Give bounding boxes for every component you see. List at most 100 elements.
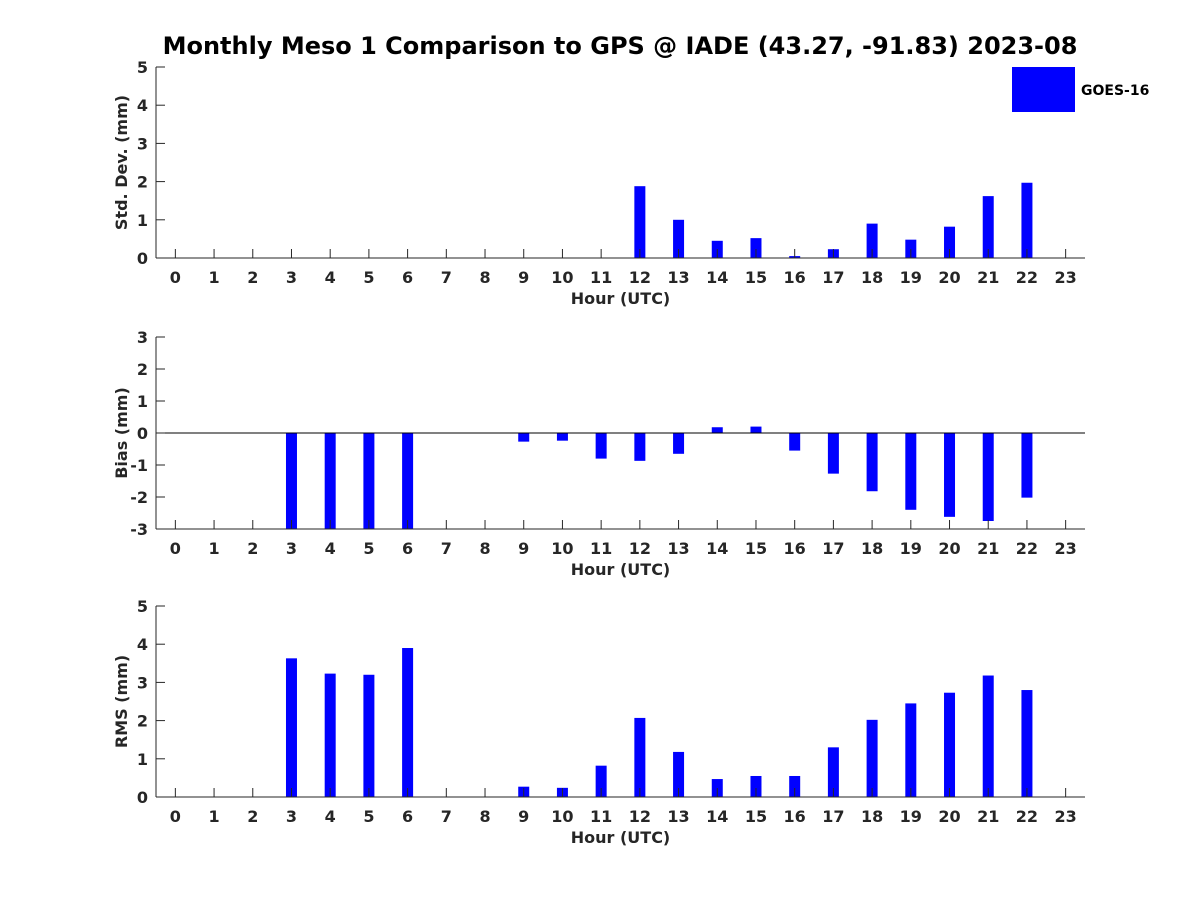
y-tick-label: 0 [137,788,148,807]
x-tick-label: 0 [170,268,181,287]
bar-16 [789,775,801,797]
bar-19 [905,433,917,510]
x-tick-label: 0 [170,807,181,826]
x-tick-label: 12 [629,268,651,287]
x-tick-label: 12 [629,539,651,558]
x-tick-label: 23 [1055,807,1077,826]
bar-13 [673,219,685,258]
bar-21 [982,675,994,797]
x-tick-label: 7 [441,268,452,287]
y-axis-label: Std. Dev. (mm) [112,95,131,230]
x-tick-label: 20 [938,539,960,558]
bar-9 [518,433,530,442]
bar-14 [711,427,723,433]
bar-22 [1021,433,1033,498]
x-tick-label: 9 [518,268,529,287]
x-tick-label: 0 [170,539,181,558]
x-tick-label: 22 [1016,268,1038,287]
x-tick-label: 14 [706,807,728,826]
y-tick-label: 1 [137,392,148,411]
x-tick-label: 4 [325,268,336,287]
x-tick-label: 16 [784,539,806,558]
x-tick-label: 6 [402,539,413,558]
y-tick-label: 0 [137,249,148,268]
bar-15 [750,426,762,433]
bar-12 [634,433,646,461]
x-tick-label: 9 [518,807,529,826]
bar-17 [827,747,839,797]
bar-3 [285,658,297,797]
y-tick-label: 3 [137,328,148,347]
y-tick-label: 1 [137,750,148,769]
y-tick-label: 0 [137,424,148,443]
x-tick-label: 5 [363,539,374,558]
bar-13 [673,433,685,454]
bar-21 [982,433,994,521]
bar-4 [324,433,336,529]
bar-18 [866,223,878,258]
x-tick-label: 8 [479,539,490,558]
bar-21 [982,196,994,258]
x-tick-label: 3 [286,807,297,826]
x-tick-label: 2 [247,539,258,558]
x-tick-label: 13 [667,807,689,826]
y-tick-label: -3 [130,520,148,539]
bar-13 [673,751,685,797]
bar-22 [1021,690,1033,797]
x-tick-label: 17 [822,539,844,558]
x-tick-label: 1 [208,539,219,558]
x-tick-label: 11 [590,807,612,826]
y-tick-label: 5 [137,58,148,77]
x-tick-label: 14 [706,539,728,558]
bar-22 [1021,182,1033,258]
x-tick-label: 10 [551,539,573,558]
bar-18 [866,433,878,492]
y-axis-label: RMS (mm) [112,655,131,748]
x-axis-label: Hour (UTC) [571,560,671,579]
x-tick-label: 15 [745,268,767,287]
bar-12 [634,186,646,258]
x-tick-label: 4 [325,807,336,826]
x-tick-label: 19 [900,807,922,826]
x-tick-label: 2 [247,268,258,287]
x-tick-label: 1 [208,268,219,287]
x-tick-label: 21 [977,539,999,558]
legend: GOES-16 [1012,67,1149,112]
x-axis-label: Hour (UTC) [571,828,671,847]
bar-16 [789,433,801,451]
x-tick-label: 12 [629,807,651,826]
x-tick-label: 21 [977,807,999,826]
bar-5 [363,674,375,797]
y-tick-label: 2 [137,712,148,731]
y-tick-label: 2 [137,360,148,379]
x-tick-label: 15 [745,807,767,826]
x-tick-label: 6 [402,807,413,826]
bar-6 [402,648,414,797]
bar-4 [324,673,336,797]
x-tick-label: 2 [247,807,258,826]
y-tick-label: 2 [137,173,148,192]
y-tick-label: -2 [130,488,148,507]
y-tick-label: 3 [137,673,148,692]
chart-title: Monthly Meso 1 Comparison to GPS @ IADE … [163,32,1078,60]
x-axis-label: Hour (UTC) [571,289,671,308]
x-tick-label: 20 [938,268,960,287]
bar-20 [944,692,956,797]
legend-swatch [1012,67,1075,112]
y-tick-label: 4 [137,635,148,654]
bar-19 [905,239,917,258]
x-tick-label: 4 [325,539,336,558]
x-tick-label: 10 [551,807,573,826]
x-tick-label: 11 [590,268,612,287]
bar-15 [750,775,762,797]
x-tick-label: 22 [1016,807,1038,826]
bar-15 [750,238,762,258]
bar-11 [595,765,607,797]
x-tick-label: 1 [208,807,219,826]
x-tick-label: 18 [861,539,883,558]
x-tick-label: 11 [590,539,612,558]
